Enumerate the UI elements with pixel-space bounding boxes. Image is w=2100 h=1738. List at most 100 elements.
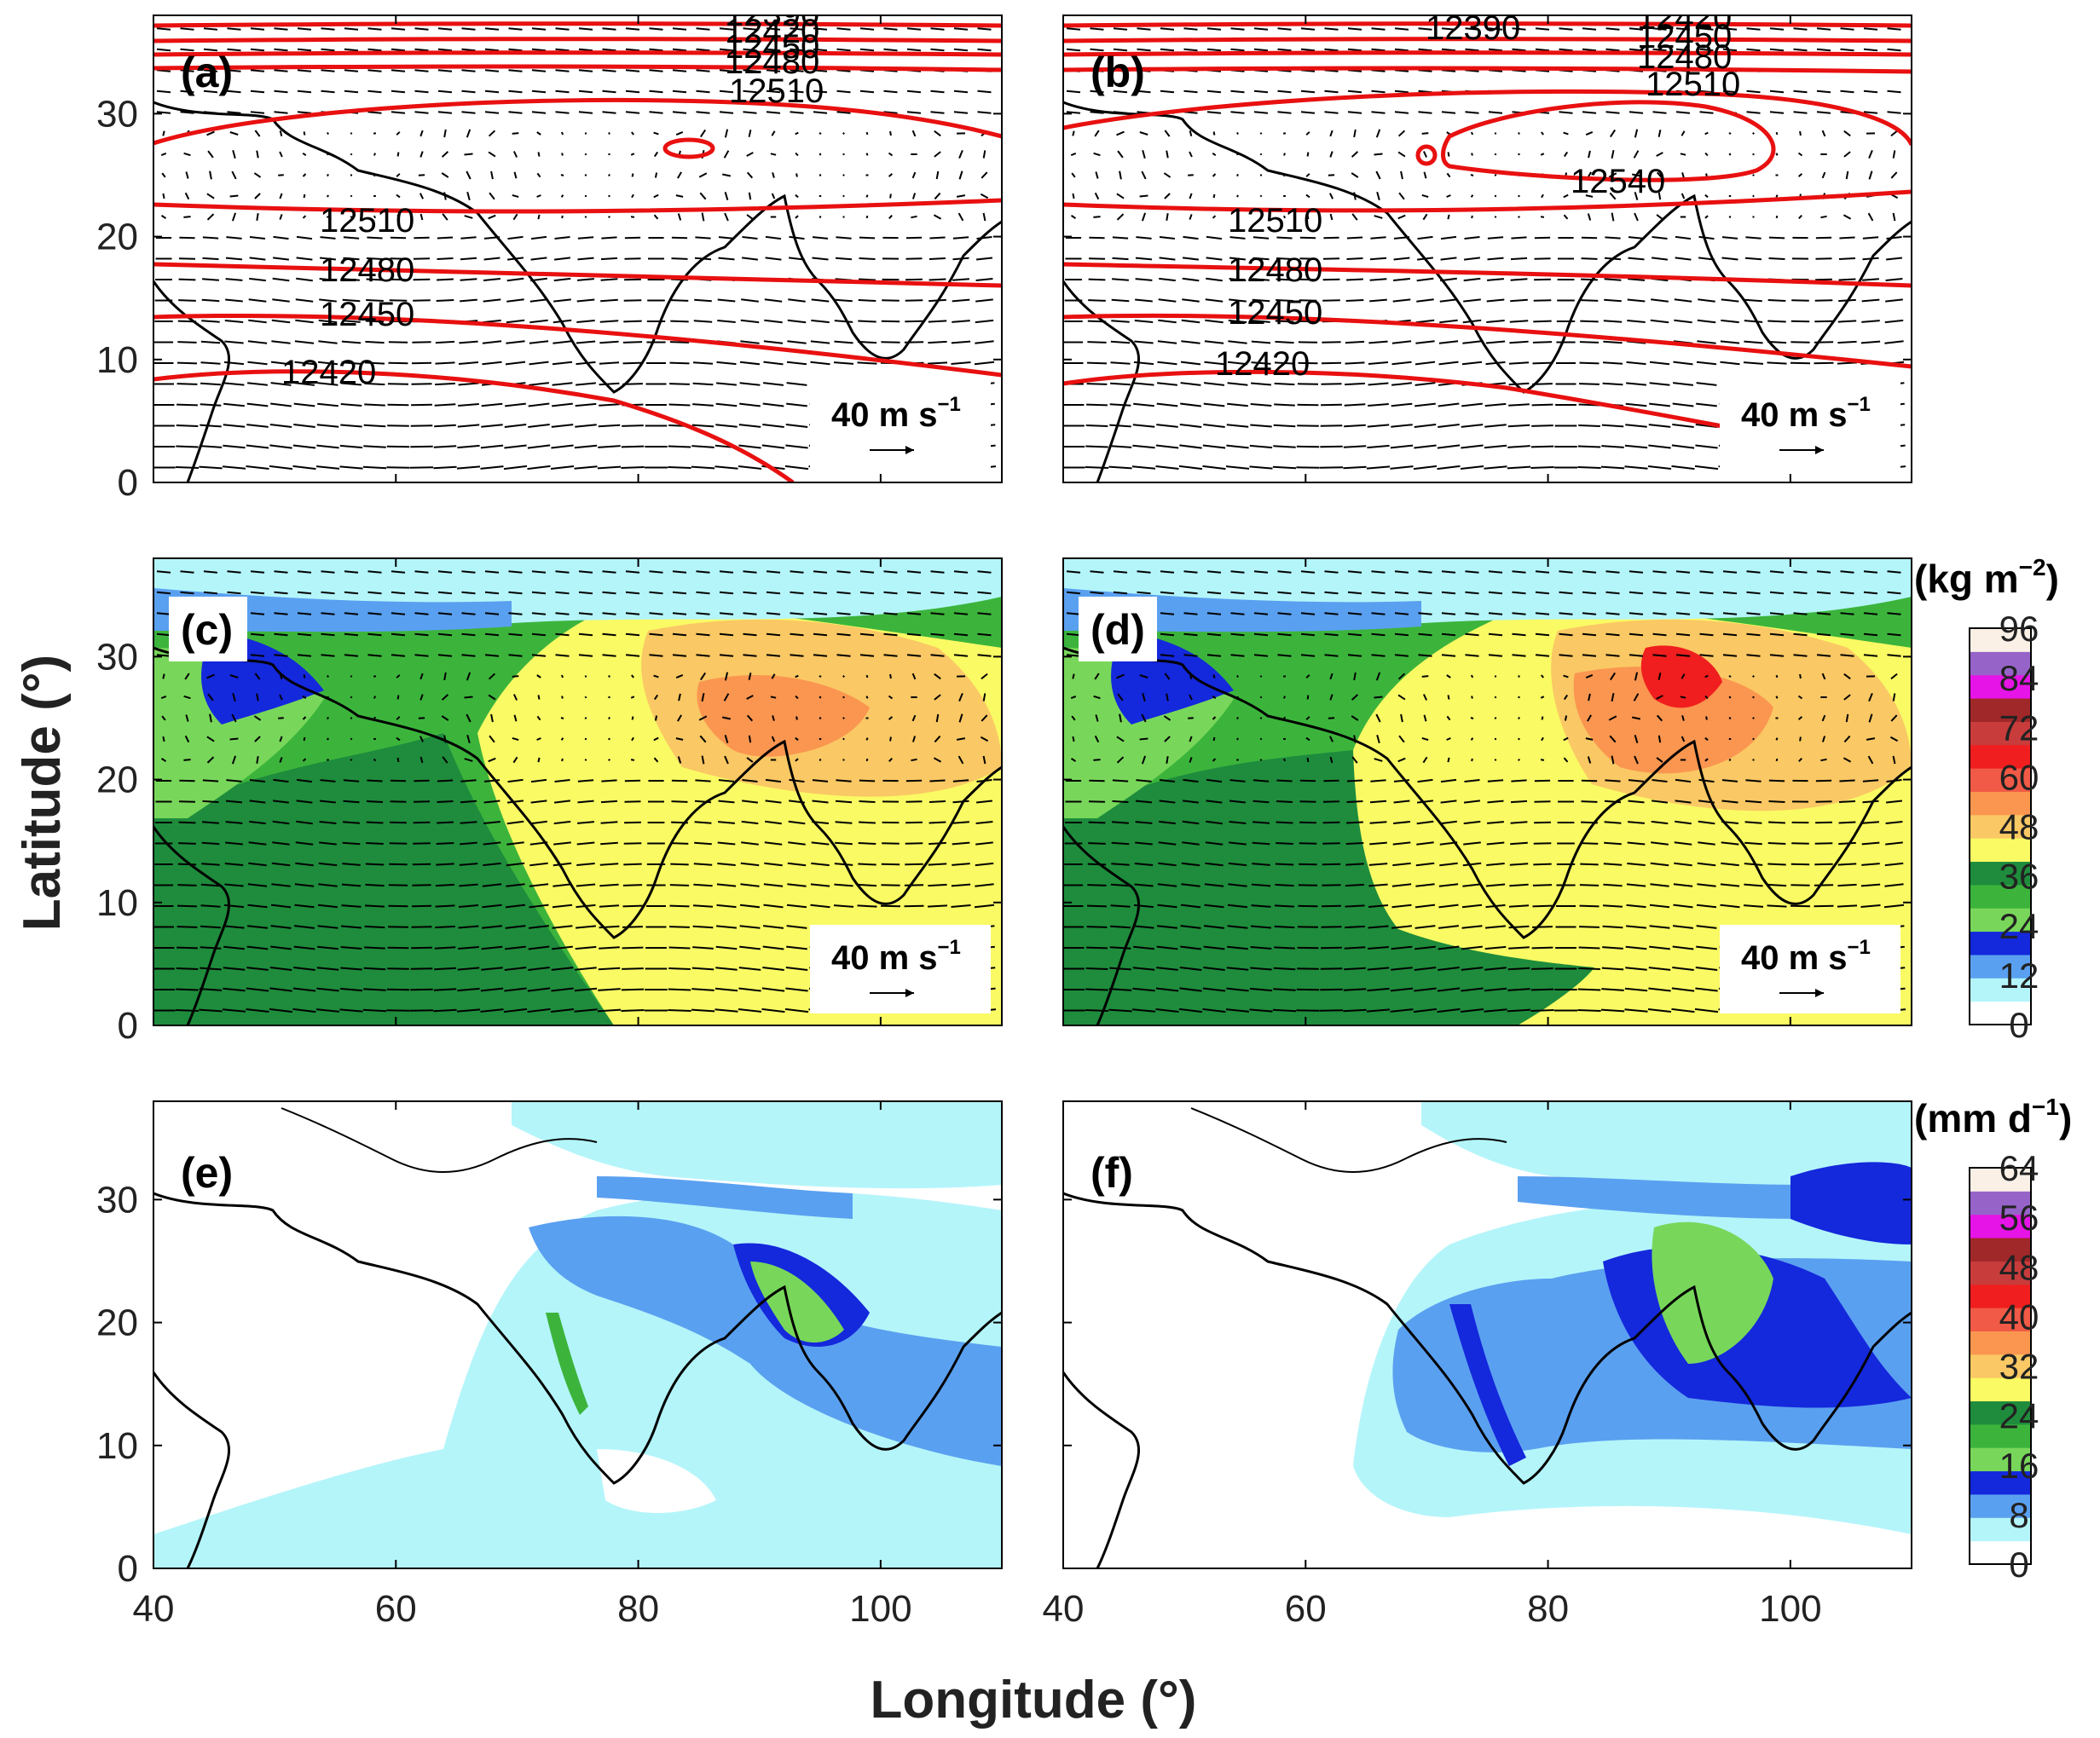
wind-vector [1507,465,1531,470]
wind-vector [693,320,713,323]
wind-vector [625,570,640,574]
wind-vector [672,89,687,94]
wind-vector [599,361,620,365]
wind-vector [953,632,969,637]
wind-vector [316,987,339,992]
wind-vector [1843,735,1851,743]
wind-vector [813,27,828,31]
wind-vector [1775,131,1779,136]
wind-vector [1581,236,1598,240]
colorbar-swatch [1970,1540,2031,1565]
wind-vector [160,695,167,700]
wind-vector [180,89,194,94]
wind-vector [1649,402,1670,407]
wind-vector [1704,193,1709,199]
wind-vector [858,320,876,323]
wind-vector [576,320,595,323]
wind-vector [715,967,738,971]
wind-vector [669,341,690,344]
wind-vector [1696,945,1717,950]
wind-vector [321,27,335,31]
wind-vector [1671,465,1695,471]
wind-vector [458,361,479,365]
wind-vector [1276,779,1293,782]
wind-vector [577,821,594,824]
wind-vector [953,612,969,615]
wind-vector [1671,444,1695,449]
wind-vector [599,403,620,407]
wind-vector [1440,235,1457,240]
wind-vector [1627,320,1646,323]
wind-vector [1563,131,1569,136]
wind-vector [200,946,222,950]
wind-vector [1088,842,1106,845]
wind-vector [513,171,518,179]
wind-vector [1203,945,1225,950]
wind-vector [1418,632,1432,637]
wind-vector [1649,382,1670,386]
wind-vector [1066,111,1081,114]
wind-vector [303,193,306,199]
wind-vector [1887,27,1901,31]
wind-vector [488,214,496,220]
wind-vector [293,424,315,428]
colorbar-swatch [1970,908,2031,933]
wind-vector [396,736,401,742]
wind-vector [344,612,359,615]
wind-vector [365,883,385,887]
wind-vector [247,904,268,909]
panel-label-a: (a) [181,49,233,96]
wind-vector [1672,925,1694,929]
wind-vector [1674,298,1692,303]
wind-vector [341,382,362,386]
wind-vector [484,111,500,114]
wind-vector [1329,673,1333,680]
wind-vector [1158,841,1177,846]
wind-vector [1390,987,1414,992]
wind-vector [1225,1008,1250,1013]
wind-vector [1249,987,1273,992]
wind-vector [741,841,759,846]
wind-vector [835,298,853,303]
wind-vector [1329,151,1333,158]
wind-vector [1728,153,1732,156]
wind-vector [1460,1008,1484,1013]
wind-vector [813,591,828,595]
wind-vector [1178,1008,1203,1013]
wind-vector [1112,779,1129,782]
wind-vector [883,111,898,114]
wind-vector [1135,278,1153,281]
wind-vector [671,779,688,782]
wind-vector [1374,215,1383,219]
wind-vector [1563,694,1569,701]
wind-vector [364,403,385,407]
wind-vector [761,1008,785,1013]
wind-vector [1371,570,1386,574]
wind-vector [554,779,570,782]
wind-vector [292,465,316,471]
wind-vector [974,904,995,909]
wind-vector [433,465,457,470]
contour-label: 12480 [1228,251,1322,289]
wind-vector [1139,674,1148,678]
wind-vector [1206,654,1222,657]
wind-vector [1860,904,1881,908]
wind-vector [552,904,573,909]
wind-vector [1204,904,1224,909]
wind-vector [716,925,737,929]
wind-vector [250,570,265,574]
wind-vector [1863,591,1878,595]
wind-vector [1446,194,1451,198]
wind-vector [981,171,988,179]
wind-vector [724,129,729,138]
wind-vector [552,402,573,407]
wind-vector [461,27,476,31]
wind-vector [1629,612,1644,615]
wind-vector [1578,946,1600,950]
wind-vector [1225,465,1250,470]
wind-vector [717,841,736,846]
wind-vector [435,883,455,887]
wind-vector [302,173,307,177]
wind-vector [622,424,644,427]
wind-vector [437,236,454,240]
